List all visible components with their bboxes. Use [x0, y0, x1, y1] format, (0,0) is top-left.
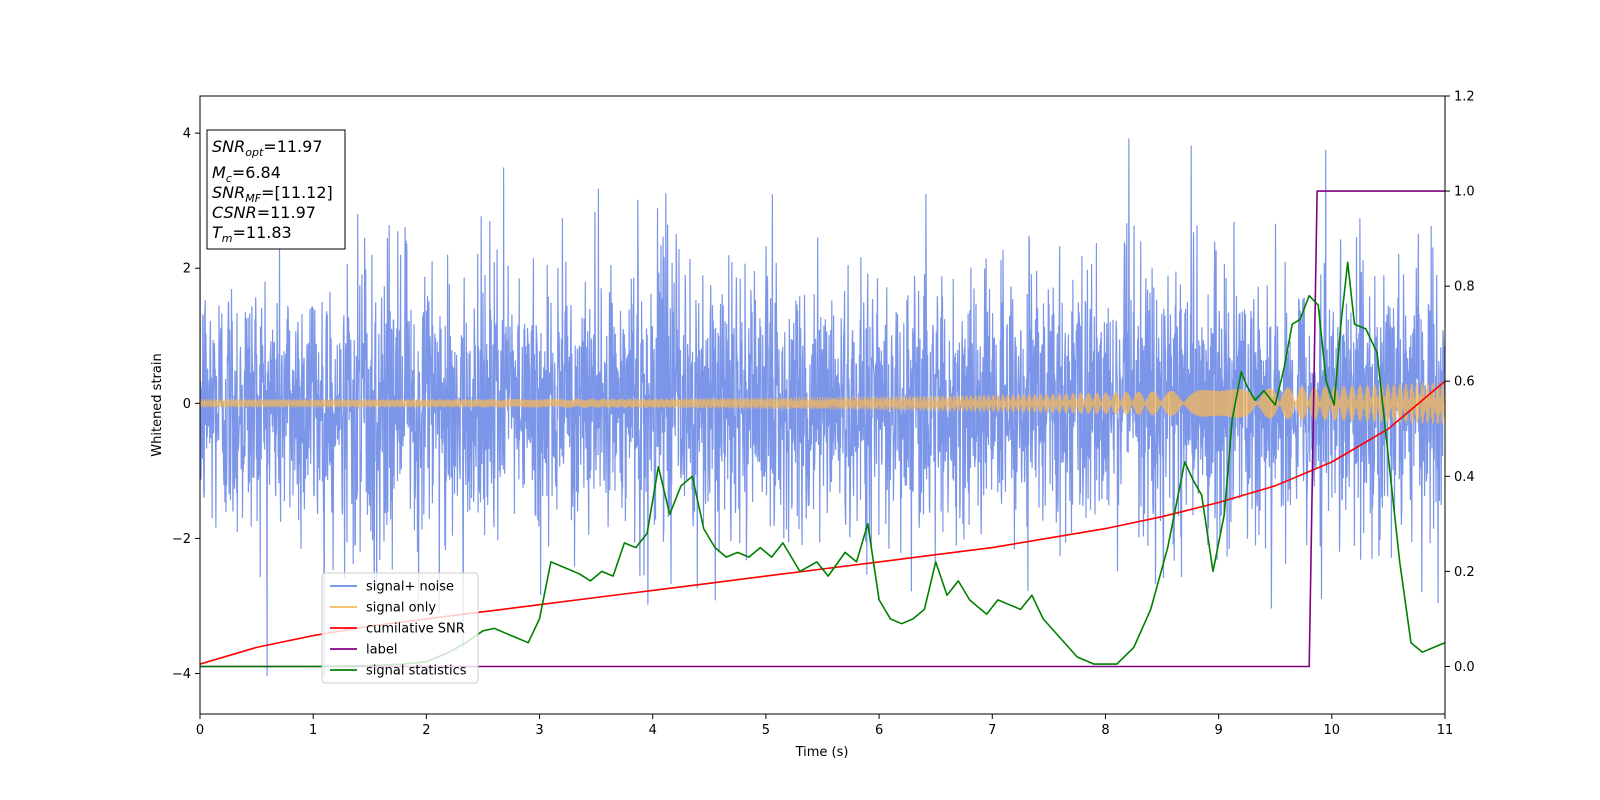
- series-label-line: [200, 190, 1445, 668]
- x-tick-label: 5: [762, 723, 770, 738]
- info-snr-mf-value: =[11.12]: [261, 183, 333, 202]
- info-snr-opt-var: SNR: [212, 137, 245, 156]
- y2-tick-label: 0.0: [1454, 660, 1475, 675]
- y2-tick-label: 1.2: [1454, 90, 1475, 105]
- info-snr-mf: SNRMF=[11.12]: [212, 183, 333, 205]
- y-tick-label: 0: [183, 397, 191, 412]
- y-tick-label: −2: [172, 532, 191, 547]
- legend-entry-label: cumilative SNR: [366, 622, 465, 637]
- x-axis-label: Time (s): [795, 745, 849, 760]
- legend-frame: [321, 572, 479, 684]
- axes-frame: [199, 95, 1446, 715]
- y-tick-label: 2: [183, 262, 191, 277]
- info-snr-opt: SNRopt=11.97: [212, 137, 323, 159]
- info-csnr-value: =11.97: [257, 203, 316, 222]
- info-snr-mf-var: SNR: [212, 183, 245, 202]
- x-tick-label: 9: [1214, 723, 1222, 738]
- legend: signal+ noise signal only cumilative SNR la…: [321, 572, 479, 684]
- info-mc-var: M: [212, 163, 226, 182]
- info-snr-opt-sub: opt: [245, 146, 264, 159]
- y-tick-label: 4: [183, 127, 191, 142]
- info-mc-sub: c: [226, 172, 232, 185]
- info-tm-var: T: [212, 223, 223, 242]
- x-tick-label: 0: [196, 723, 204, 738]
- info-box: SNRopt=11.97 Mc=6.84 SNRMF=[11.12] CSNR=…: [206, 129, 346, 250]
- x-axis: 0 1 2 3 4 5 6 7 8 9 10 11: [196, 714, 1453, 738]
- info-mc: Mc=6.84: [212, 163, 281, 185]
- info-tm-sub: m: [222, 232, 233, 245]
- legend-entry-label: label: [366, 643, 397, 658]
- x-tick-label: 4: [649, 723, 657, 738]
- legend-entry-label: signal statistics: [366, 664, 467, 679]
- x-tick-label: 8: [1101, 723, 1109, 738]
- x-tick-label: 6: [875, 723, 883, 738]
- y-tick-label: −4: [172, 667, 191, 682]
- y-axis-label: Whitened strain: [150, 353, 165, 456]
- series-signal-statistics-line: [200, 261, 1445, 668]
- info-box-frame: [206, 129, 346, 250]
- info-tm-value: =11.83: [233, 223, 292, 242]
- y2-tick-label: 0.4: [1454, 470, 1475, 485]
- x-tick-label: 3: [535, 723, 543, 738]
- x-tick-label: 1: [309, 723, 317, 738]
- y-axis-right: 0.0 0.2 0.4 0.6 0.8 1.0 1.2: [1445, 90, 1475, 675]
- info-csnr-var: CSNR: [212, 203, 257, 222]
- y2-tick-label: 0.8: [1454, 280, 1475, 295]
- y2-tick-label: 0.2: [1454, 565, 1475, 580]
- y2-tick-label: 1.0: [1454, 185, 1475, 200]
- info-snr-opt-value: =11.97: [263, 137, 322, 156]
- x-tick-label: 2: [422, 723, 430, 738]
- info-tm: Tm=11.83: [212, 223, 292, 245]
- x-tick-label: 7: [988, 723, 996, 738]
- info-mc-value: =6.84: [232, 163, 281, 182]
- legend-entry-label: signal+ noise: [366, 580, 454, 595]
- y2-tick-label: 0.6: [1454, 375, 1475, 390]
- x-tick-label: 11: [1437, 723, 1454, 738]
- info-csnr: CSNR=11.97: [212, 203, 316, 222]
- legend-entry-label: signal only: [366, 601, 436, 616]
- y-axis-left: −4 −2 0 2 4: [172, 127, 200, 682]
- x-tick-label: 10: [1324, 723, 1341, 738]
- info-snr-mf-sub: MF: [245, 192, 261, 205]
